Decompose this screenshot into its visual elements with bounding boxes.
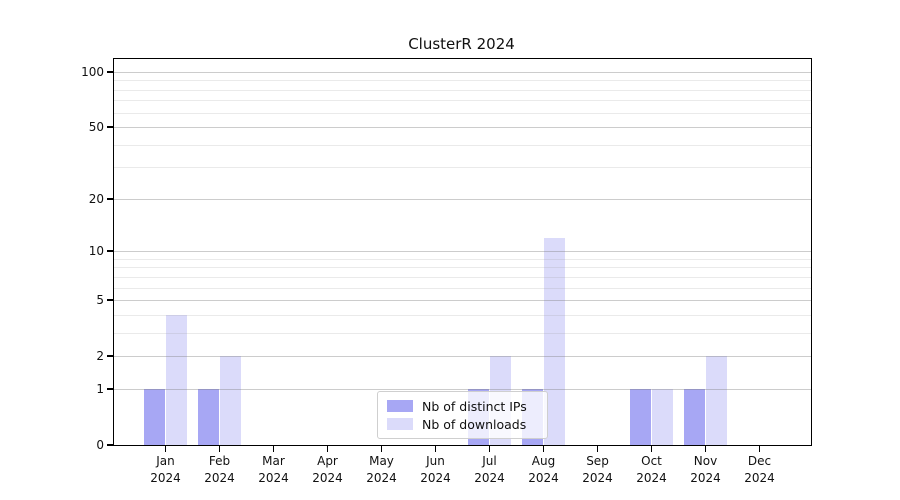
gridline-major [114,388,811,390]
bar-downloads [219,356,242,445]
legend: Nb of distinct IPs Nb of downloads [377,391,548,439]
legend-swatch-distinct-ips [387,400,413,412]
y-tick-label: 0 [96,438,104,452]
x-tick-label: Aug 2024 [528,454,559,485]
legend-label: Nb of distinct IPs [422,398,527,414]
x-tick [380,445,383,452]
y-tick [107,126,114,128]
bar-downloads [165,314,188,445]
gridline-major [114,198,811,200]
x-tick [704,445,707,452]
y-tick [107,355,114,357]
y-tick [107,250,114,252]
y-tick-label: 5 [96,293,104,308]
gridline-major [114,71,811,73]
gridline-minor [114,167,811,169]
x-tick-label: Dec 2024 [744,454,775,485]
gridline-major [114,251,811,253]
legend-label: Nb of downloads [422,416,527,432]
plot-area: 0 1 2 5 10 20 50 100 Jan 2024 Feb 2024 Mar 2024 Apr… [81,58,812,485]
y-tick-label: 50 [88,120,104,135]
x-tick [218,445,221,452]
gridline-minor [114,287,811,289]
x-tick-label: Sep 2024 [582,454,613,485]
gridline-minor [114,258,811,260]
bar-distinct-ips [629,388,652,445]
x-tick [326,445,329,452]
bar-downloads [705,356,728,445]
gridline-minor [114,89,811,91]
x-tick-label: May 2024 [366,454,397,485]
gridline-major [114,300,811,302]
y-tick-label: 1 [96,381,104,396]
x-tick-label: Feb 2024 [204,454,235,485]
y-tick-label: 100 [81,64,104,79]
x-tick [650,445,653,452]
x-tick-label: Jan 2024 [150,454,181,485]
gridline-minor [114,332,811,334]
bar-downloads [543,237,566,445]
y-tick [107,299,114,301]
y-tick [107,388,114,390]
x-tick [596,445,599,452]
gridline-minor [114,267,811,269]
gridline-minor [114,144,811,146]
y-tick [107,444,114,446]
x-tick-label: Jul 2024 [474,454,505,485]
gridline-minor [114,112,811,114]
y-tick-label: 2 [96,349,104,364]
gridline-minor [114,100,811,102]
legend-item: Nb of downloads [387,415,538,433]
y-tick-label: 10 [88,244,104,259]
x-tick [272,445,275,452]
y-tick [107,71,114,73]
chart-title: ClusterR 2024 [408,35,515,53]
x-tick-label: Apr 2024 [312,454,343,485]
gridline-minor [114,276,811,278]
gridline-minor [114,314,811,316]
bar-distinct-ips [197,388,220,445]
x-tick [164,445,167,452]
bar-distinct-ips [683,388,706,445]
legend-item: Nb of distinct IPs [387,397,538,415]
x-tick-label: Jun 2024 [420,454,451,485]
gridline-major [114,356,811,358]
gridline-major [114,127,811,129]
bar-distinct-ips [143,388,166,445]
x-tick [488,445,491,452]
x-tick-label: Mar 2024 [258,454,289,485]
y-tick [107,198,114,200]
x-tick-label: Nov 2024 [690,454,721,485]
x-tick [758,445,761,452]
x-tick [434,445,437,452]
x-tick [542,445,545,452]
bar-downloads [651,388,674,445]
x-tick-label: Oct 2024 [636,454,667,485]
y-tick-label: 20 [88,191,104,206]
gridline-minor [114,80,811,82]
legend-swatch-downloads [387,418,413,430]
